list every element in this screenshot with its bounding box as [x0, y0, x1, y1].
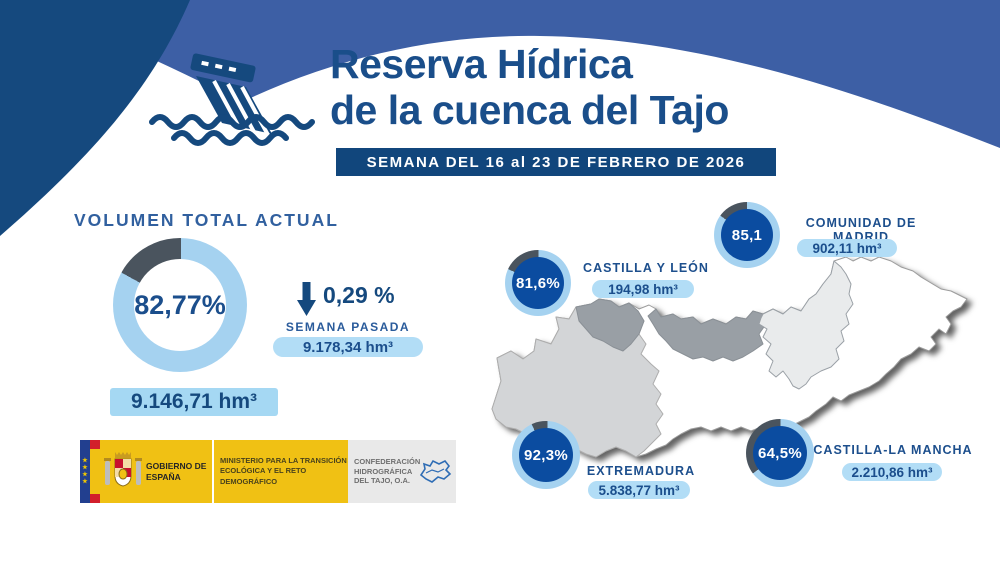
- tajo-basin-logo-icon: [419, 459, 452, 483]
- header-band-shape: [0, 0, 1000, 148]
- region-donut-castilla-la-mancha: 64,5%: [746, 419, 814, 487]
- dam-icon: [149, 53, 315, 146]
- previous-week-label: SEMANA PASADA: [285, 320, 411, 334]
- donut-core: 81,6%: [512, 257, 564, 309]
- total-percent: 82,77%: [134, 289, 226, 320]
- agency-label: CONFEDERACIÓN HIDROGRÁFICA DEL TAJO, O.A…: [354, 456, 421, 486]
- title-line2: de la cuenca del Tajo: [330, 86, 729, 133]
- eu-star-icon: ★: [82, 472, 88, 478]
- down-arrow-icon: [297, 282, 316, 316]
- region-donut-castilla-y-leon: 81,6%: [505, 250, 571, 316]
- total-donut-hole: 82,77%: [134, 259, 226, 351]
- region-label-extremadura: EXTREMADURA: [586, 464, 696, 478]
- page-title: Reserva Hídrica de la cuenca del Tajo: [330, 41, 729, 134]
- eu-stars-strip: ★ ★ ★ ★: [80, 440, 90, 503]
- total-volume-heading: VOLUMEN TOTAL ACTUAL: [74, 210, 339, 230]
- title-line1: Reserva Hídrica: [330, 41, 633, 87]
- eu-star-icon: ★: [82, 479, 88, 485]
- region-volume-comunidad-de-madrid: 902,11 hm³: [797, 239, 897, 257]
- header-corner-shape: [0, 0, 190, 236]
- week-banner: SEMANA DEL 16 al 23 DE FEBRERO DE 2026: [336, 148, 776, 176]
- weekly-change-percent: 0,29 %: [323, 282, 395, 308]
- water-wave-icon: [149, 114, 315, 130]
- spain-flag-strip: [90, 440, 100, 503]
- region-donut-comunidad-de-madrid: 85,1: [714, 202, 780, 268]
- region-label-castilla-la-mancha: CASTILLA-LA MANCHA: [813, 443, 973, 457]
- total-donut-chart: 82,77%: [113, 238, 247, 372]
- region-percent: 92,3%: [523, 446, 569, 464]
- eu-star-icon: ★: [82, 458, 88, 464]
- government-logo-yellow-block: ★ ★ ★ ★: [80, 440, 348, 503]
- donut-core: 64,5%: [753, 426, 807, 480]
- donut-core: 85,1: [721, 209, 773, 261]
- government-logo-bar: ★ ★ ★ ★: [80, 440, 456, 503]
- eu-star-icon: ★: [82, 465, 88, 471]
- region-percent: 81,6%: [515, 274, 561, 292]
- donut-core: 92,3%: [519, 428, 573, 482]
- previous-week-volume: 9.178,34 hm³: [273, 337, 423, 357]
- spain-coat-of-arms-icon: [100, 440, 146, 503]
- region-volume-extremadura: 5.838,77 hm³: [588, 481, 690, 499]
- region-percent: 64,5%: [757, 444, 803, 462]
- region-volume-castilla-la-mancha: 2.210,86 hm³: [842, 463, 942, 481]
- water-wave-icon: [171, 130, 289, 146]
- region-volume-castilla-y-leon: 194,98 hm³: [592, 280, 694, 298]
- region-donut-extremadura: 92,3%: [512, 421, 580, 489]
- ministry-label: MINISTERIO PARA LA TRANSICIÓN ECOLÓGICA …: [220, 456, 347, 486]
- agency-logo-block: CONFEDERACIÓN HIDROGRÁFICA DEL TAJO, O.A…: [348, 440, 456, 503]
- logo-divider: [212, 440, 214, 503]
- region-label-castilla-y-leon: CASTILLA Y LEÓN: [583, 261, 709, 275]
- current-volume-value: 9.146,71 hm³: [110, 388, 278, 416]
- government-label: GOBIERNO DE ESPAÑA: [146, 460, 207, 482]
- region-percent: 85,1: [731, 226, 763, 244]
